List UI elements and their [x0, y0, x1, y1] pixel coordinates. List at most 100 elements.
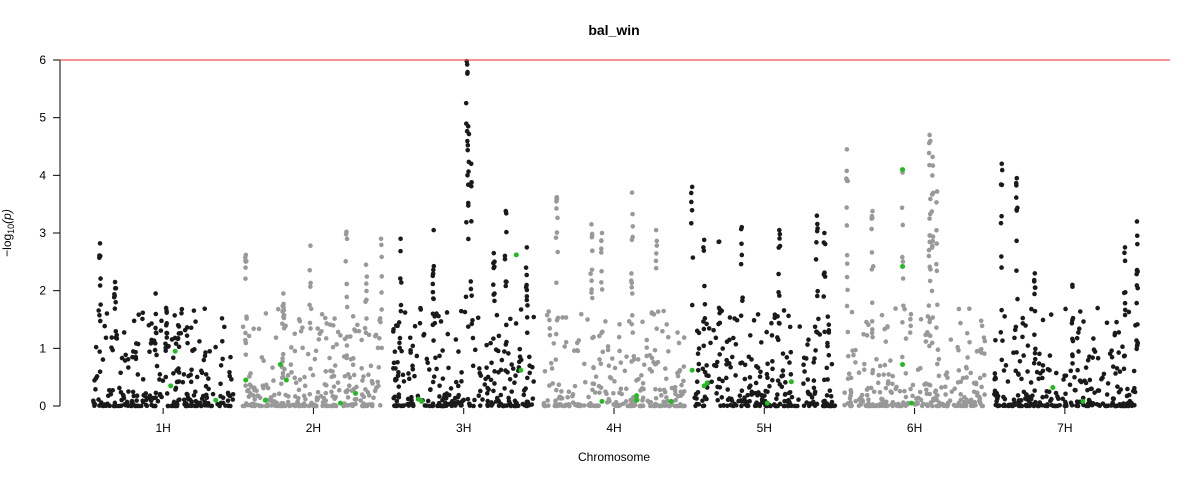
snp-point	[934, 325, 939, 330]
snp-point	[1076, 330, 1081, 335]
snp-point	[174, 403, 180, 409]
snp-point	[153, 395, 158, 400]
snp-point	[364, 288, 369, 294]
snp-point	[256, 326, 262, 332]
snp-point	[303, 403, 308, 408]
peak-point	[491, 250, 497, 256]
snp-point	[374, 385, 379, 391]
snp-point	[599, 238, 604, 244]
snp-point	[574, 340, 580, 346]
snp-point	[191, 393, 197, 398]
snp-point	[1028, 380, 1034, 385]
snp-point	[126, 365, 131, 370]
snp-point	[492, 291, 497, 296]
snp-point	[450, 398, 455, 404]
snp-point	[1013, 195, 1019, 200]
snp-point	[350, 362, 356, 368]
snp-point	[506, 395, 511, 401]
snp-point	[396, 392, 402, 397]
snp-point	[1054, 403, 1060, 409]
snp-point	[1069, 320, 1075, 326]
snp-point	[554, 280, 559, 286]
snp-point	[391, 395, 396, 401]
snp-point	[189, 367, 194, 373]
snp-point	[632, 402, 638, 408]
snp-point	[882, 362, 888, 368]
snp-point	[140, 316, 145, 322]
snp-point	[469, 219, 474, 224]
snp-point	[754, 363, 759, 369]
snp-point	[361, 401, 367, 407]
snp-point	[484, 342, 489, 348]
snp-point	[586, 394, 591, 400]
snp-point	[732, 402, 738, 408]
snp-point	[998, 220, 1004, 226]
snp-point	[531, 379, 536, 384]
snp-point	[478, 373, 484, 378]
snp-point	[924, 387, 929, 393]
snp-point	[958, 392, 964, 397]
snp-point	[1014, 268, 1019, 273]
peak-point	[378, 236, 384, 242]
snp-point	[219, 338, 225, 344]
snp-point	[666, 349, 671, 354]
highlighted-point	[634, 393, 640, 399]
snp-point	[715, 397, 721, 403]
snp-point	[780, 351, 786, 356]
snp-point	[433, 355, 438, 361]
snp-point	[330, 344, 336, 350]
snp-point	[1005, 379, 1011, 384]
snp-point	[152, 341, 158, 346]
snp-point	[783, 380, 788, 385]
snp-point	[243, 340, 249, 346]
snp-point	[123, 352, 128, 358]
snp-point	[628, 278, 634, 284]
snp-point	[572, 383, 578, 389]
snp-point	[880, 398, 886, 404]
snp-point	[364, 281, 369, 286]
snp-point	[453, 379, 459, 385]
snp-point	[240, 324, 246, 330]
snp-point	[171, 371, 176, 376]
snp-point	[279, 381, 284, 387]
snp-point	[916, 395, 921, 401]
snp-point	[472, 397, 477, 403]
snp-point	[927, 239, 933, 245]
snp-point	[1070, 361, 1075, 366]
snp-point	[653, 386, 658, 392]
snp-point	[1002, 403, 1008, 409]
snp-point	[410, 403, 416, 409]
highlighted-point	[337, 400, 343, 406]
snp-point	[688, 220, 694, 226]
snp-point	[335, 380, 341, 385]
snp-point	[1081, 319, 1086, 324]
snp-point	[869, 213, 875, 219]
snp-point	[203, 372, 209, 377]
snp-point	[934, 261, 939, 267]
highlighted-point	[909, 400, 915, 406]
snp-point	[395, 359, 400, 365]
snp-point	[1094, 401, 1100, 407]
snp-point	[394, 398, 400, 404]
snp-point	[1012, 335, 1017, 341]
snp-point	[611, 402, 616, 407]
peak-point	[930, 154, 935, 160]
snp-point	[342, 401, 347, 406]
snp-point	[616, 334, 622, 340]
snp-point	[694, 328, 700, 334]
snp-point	[303, 396, 308, 402]
snp-point	[890, 381, 895, 387]
snp-point	[681, 335, 687, 340]
snp-point	[417, 320, 423, 326]
snp-point	[1072, 387, 1078, 393]
snp-point	[97, 255, 102, 261]
snp-point	[870, 370, 875, 376]
snp-point	[496, 333, 502, 339]
snp-point	[351, 356, 356, 361]
snp-point	[589, 287, 594, 292]
snp-point	[690, 255, 696, 260]
snp-point	[592, 390, 598, 395]
snp-point	[624, 354, 629, 359]
snp-point	[421, 331, 427, 337]
x-tick-label: 5H	[757, 421, 772, 435]
